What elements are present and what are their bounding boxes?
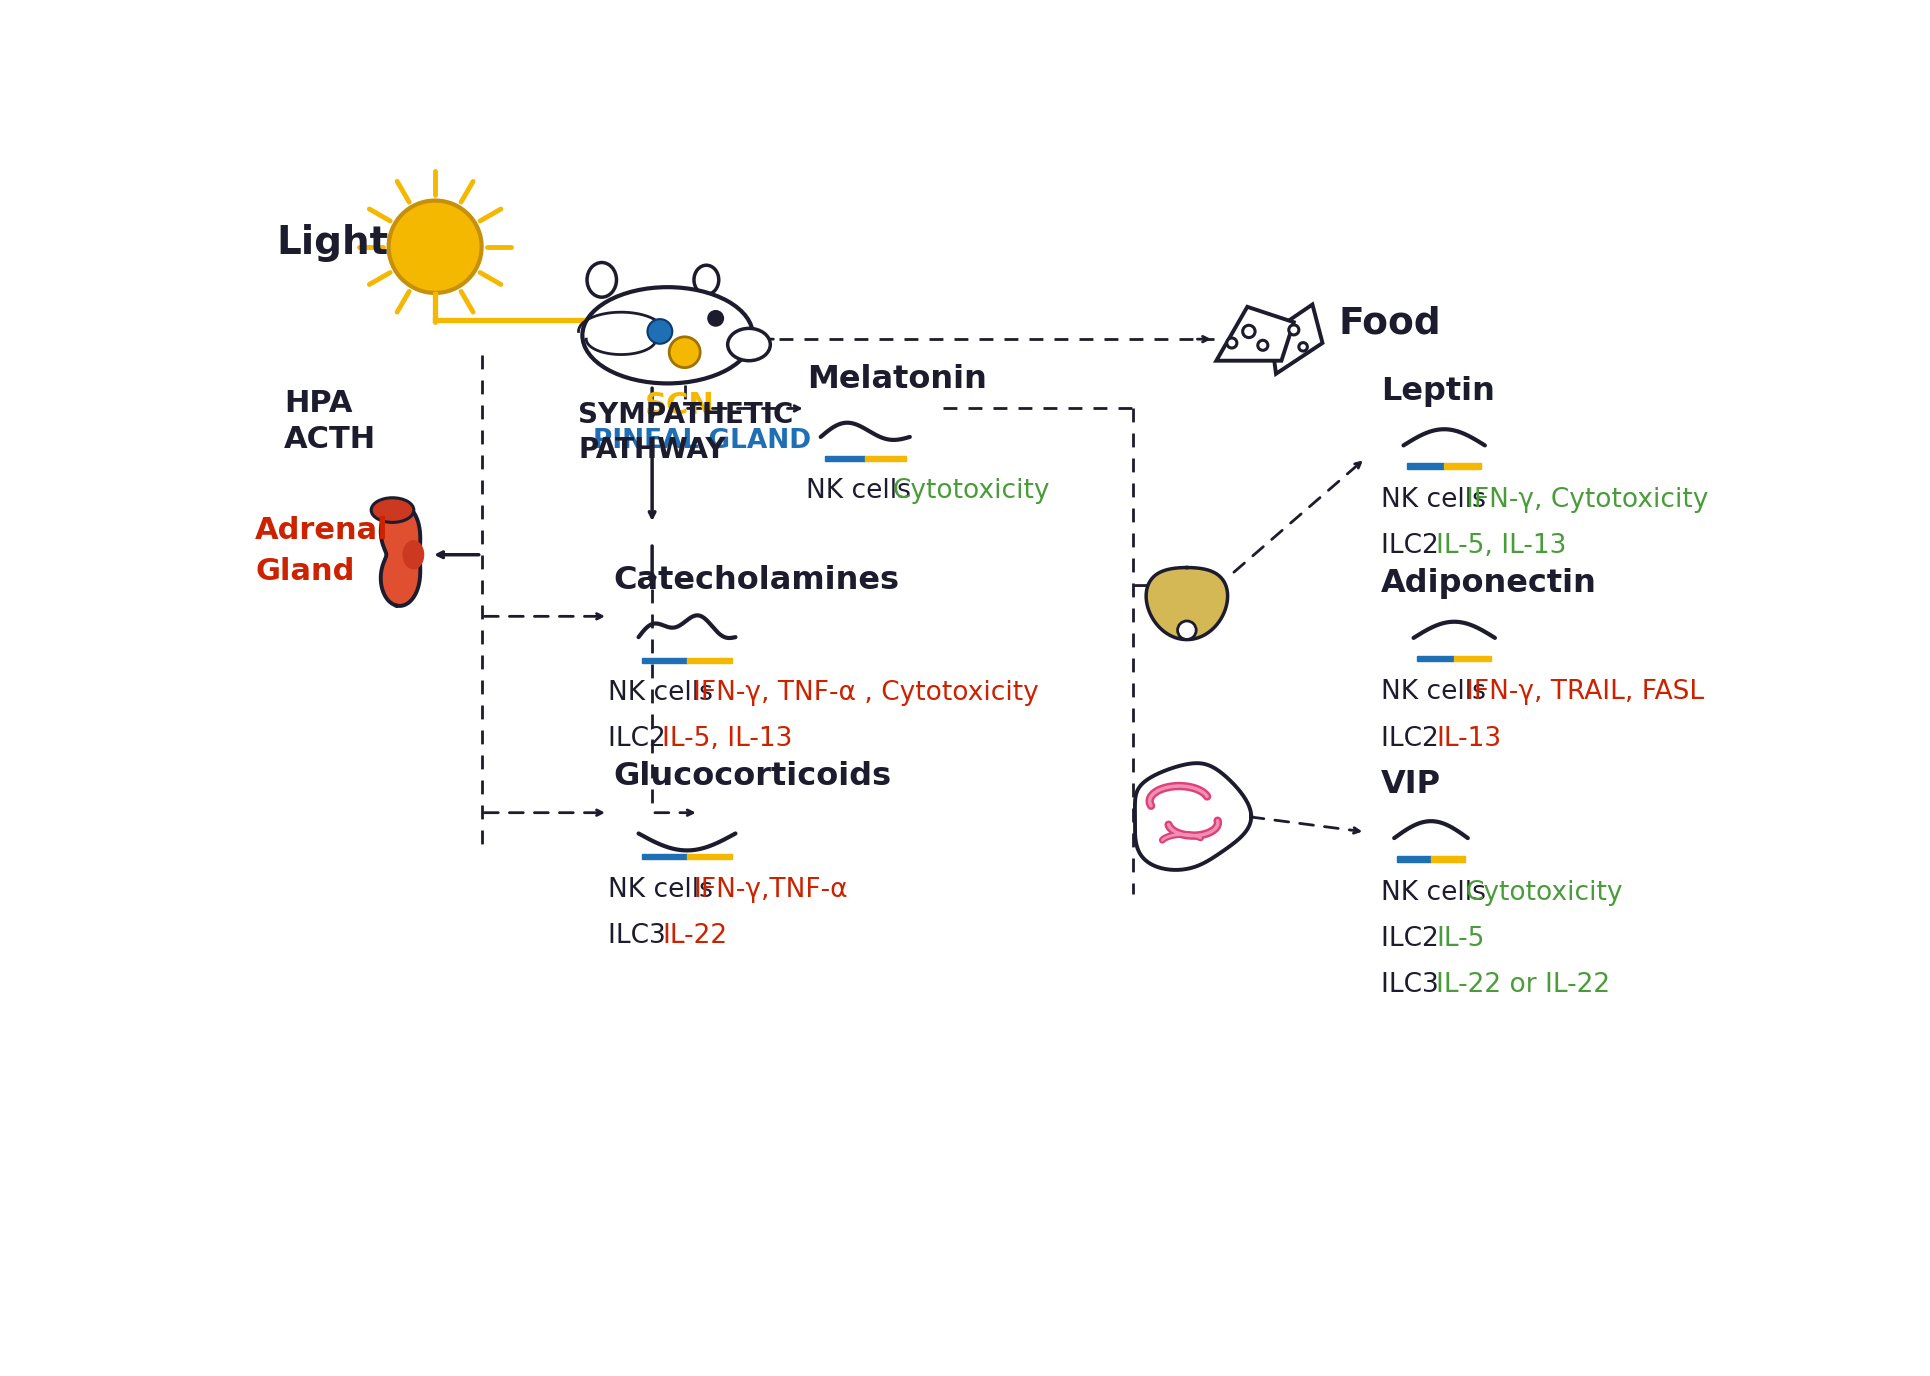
- Text: Glucocorticoids: Glucocorticoids: [614, 761, 892, 793]
- Ellipse shape: [401, 541, 425, 570]
- Text: ILC3: ILC3: [1380, 971, 1446, 998]
- Text: Melatonin: Melatonin: [807, 365, 986, 395]
- Text: Leptin: Leptin: [1380, 376, 1494, 407]
- Polygon shape: [1146, 567, 1227, 640]
- Text: NK cells: NK cells: [608, 680, 720, 706]
- Bar: [643, 658, 687, 663]
- Text: NK cells: NK cells: [1380, 680, 1494, 706]
- Circle shape: [1177, 621, 1195, 640]
- Text: VIP: VIP: [1380, 769, 1440, 799]
- Bar: [687, 658, 731, 663]
- Text: Light: Light: [276, 224, 388, 261]
- Text: IFN-γ,TNF-α: IFN-γ,TNF-α: [693, 877, 847, 903]
- Text: IL-5: IL-5: [1436, 926, 1484, 952]
- Text: SCN: SCN: [645, 391, 714, 420]
- Circle shape: [1299, 343, 1307, 351]
- Text: Cytotoxicity: Cytotoxicity: [1465, 879, 1623, 905]
- Text: IL-5, IL-13: IL-5, IL-13: [662, 727, 791, 753]
- Polygon shape: [1135, 764, 1251, 870]
- Ellipse shape: [371, 498, 413, 523]
- Text: IFN-γ, Cytotoxicity: IFN-γ, Cytotoxicity: [1465, 487, 1708, 513]
- Text: Food: Food: [1337, 305, 1440, 341]
- Bar: [1453, 656, 1490, 662]
- Text: ILC3: ILC3: [608, 923, 674, 949]
- Text: Gland: Gland: [255, 557, 355, 586]
- Bar: [643, 854, 687, 859]
- Text: ILC2: ILC2: [1380, 725, 1446, 751]
- Text: IL-13: IL-13: [1436, 725, 1502, 751]
- Ellipse shape: [728, 329, 770, 361]
- Bar: [824, 455, 865, 461]
- Ellipse shape: [693, 266, 718, 294]
- Circle shape: [647, 319, 672, 344]
- Circle shape: [388, 201, 481, 293]
- Bar: [1417, 656, 1453, 662]
- Polygon shape: [1270, 304, 1322, 374]
- Text: SYMPATHETIC
PATHWAY: SYMPATHETIC PATHWAY: [579, 400, 793, 465]
- Text: NK cells: NK cells: [1380, 879, 1494, 905]
- Circle shape: [1256, 340, 1268, 351]
- Text: Adiponectin: Adiponectin: [1380, 568, 1596, 600]
- Bar: [1407, 464, 1444, 469]
- Circle shape: [1243, 325, 1254, 337]
- Text: IL-5, IL-13: IL-5, IL-13: [1436, 533, 1565, 559]
- Bar: [1430, 856, 1465, 861]
- Text: ILC2: ILC2: [1380, 533, 1446, 559]
- Text: ILC2: ILC2: [608, 727, 674, 753]
- Text: NK cells: NK cells: [1380, 487, 1494, 513]
- Bar: [865, 455, 905, 461]
- Circle shape: [1287, 325, 1299, 334]
- Text: Adrenal: Adrenal: [255, 516, 388, 545]
- Text: NK cells: NK cells: [805, 477, 919, 504]
- Bar: [1444, 464, 1480, 469]
- Ellipse shape: [587, 263, 616, 297]
- Polygon shape: [380, 504, 421, 605]
- Text: IFN-γ, TNF-α , Cytotoxicity: IFN-γ, TNF-α , Cytotoxicity: [693, 680, 1038, 706]
- Text: ILC2: ILC2: [1380, 926, 1446, 952]
- Text: IFN-γ, TRAIL, FASL: IFN-γ, TRAIL, FASL: [1465, 680, 1702, 706]
- Text: IL-22: IL-22: [662, 923, 728, 949]
- Text: HPA
ACTH: HPA ACTH: [284, 389, 376, 454]
- Circle shape: [708, 311, 724, 326]
- Text: IL-22 or IL-22: IL-22 or IL-22: [1436, 971, 1610, 998]
- Text: PINEAL GLAND: PINEAL GLAND: [593, 428, 811, 454]
- Ellipse shape: [583, 288, 753, 384]
- Bar: [1395, 856, 1430, 861]
- Bar: [687, 854, 731, 859]
- Circle shape: [1226, 338, 1237, 348]
- Circle shape: [670, 337, 701, 367]
- Text: Cytotoxicity: Cytotoxicity: [892, 477, 1050, 504]
- Text: NK cells: NK cells: [608, 877, 720, 903]
- Text: Catecholamines: Catecholamines: [614, 564, 899, 596]
- Polygon shape: [1216, 307, 1293, 361]
